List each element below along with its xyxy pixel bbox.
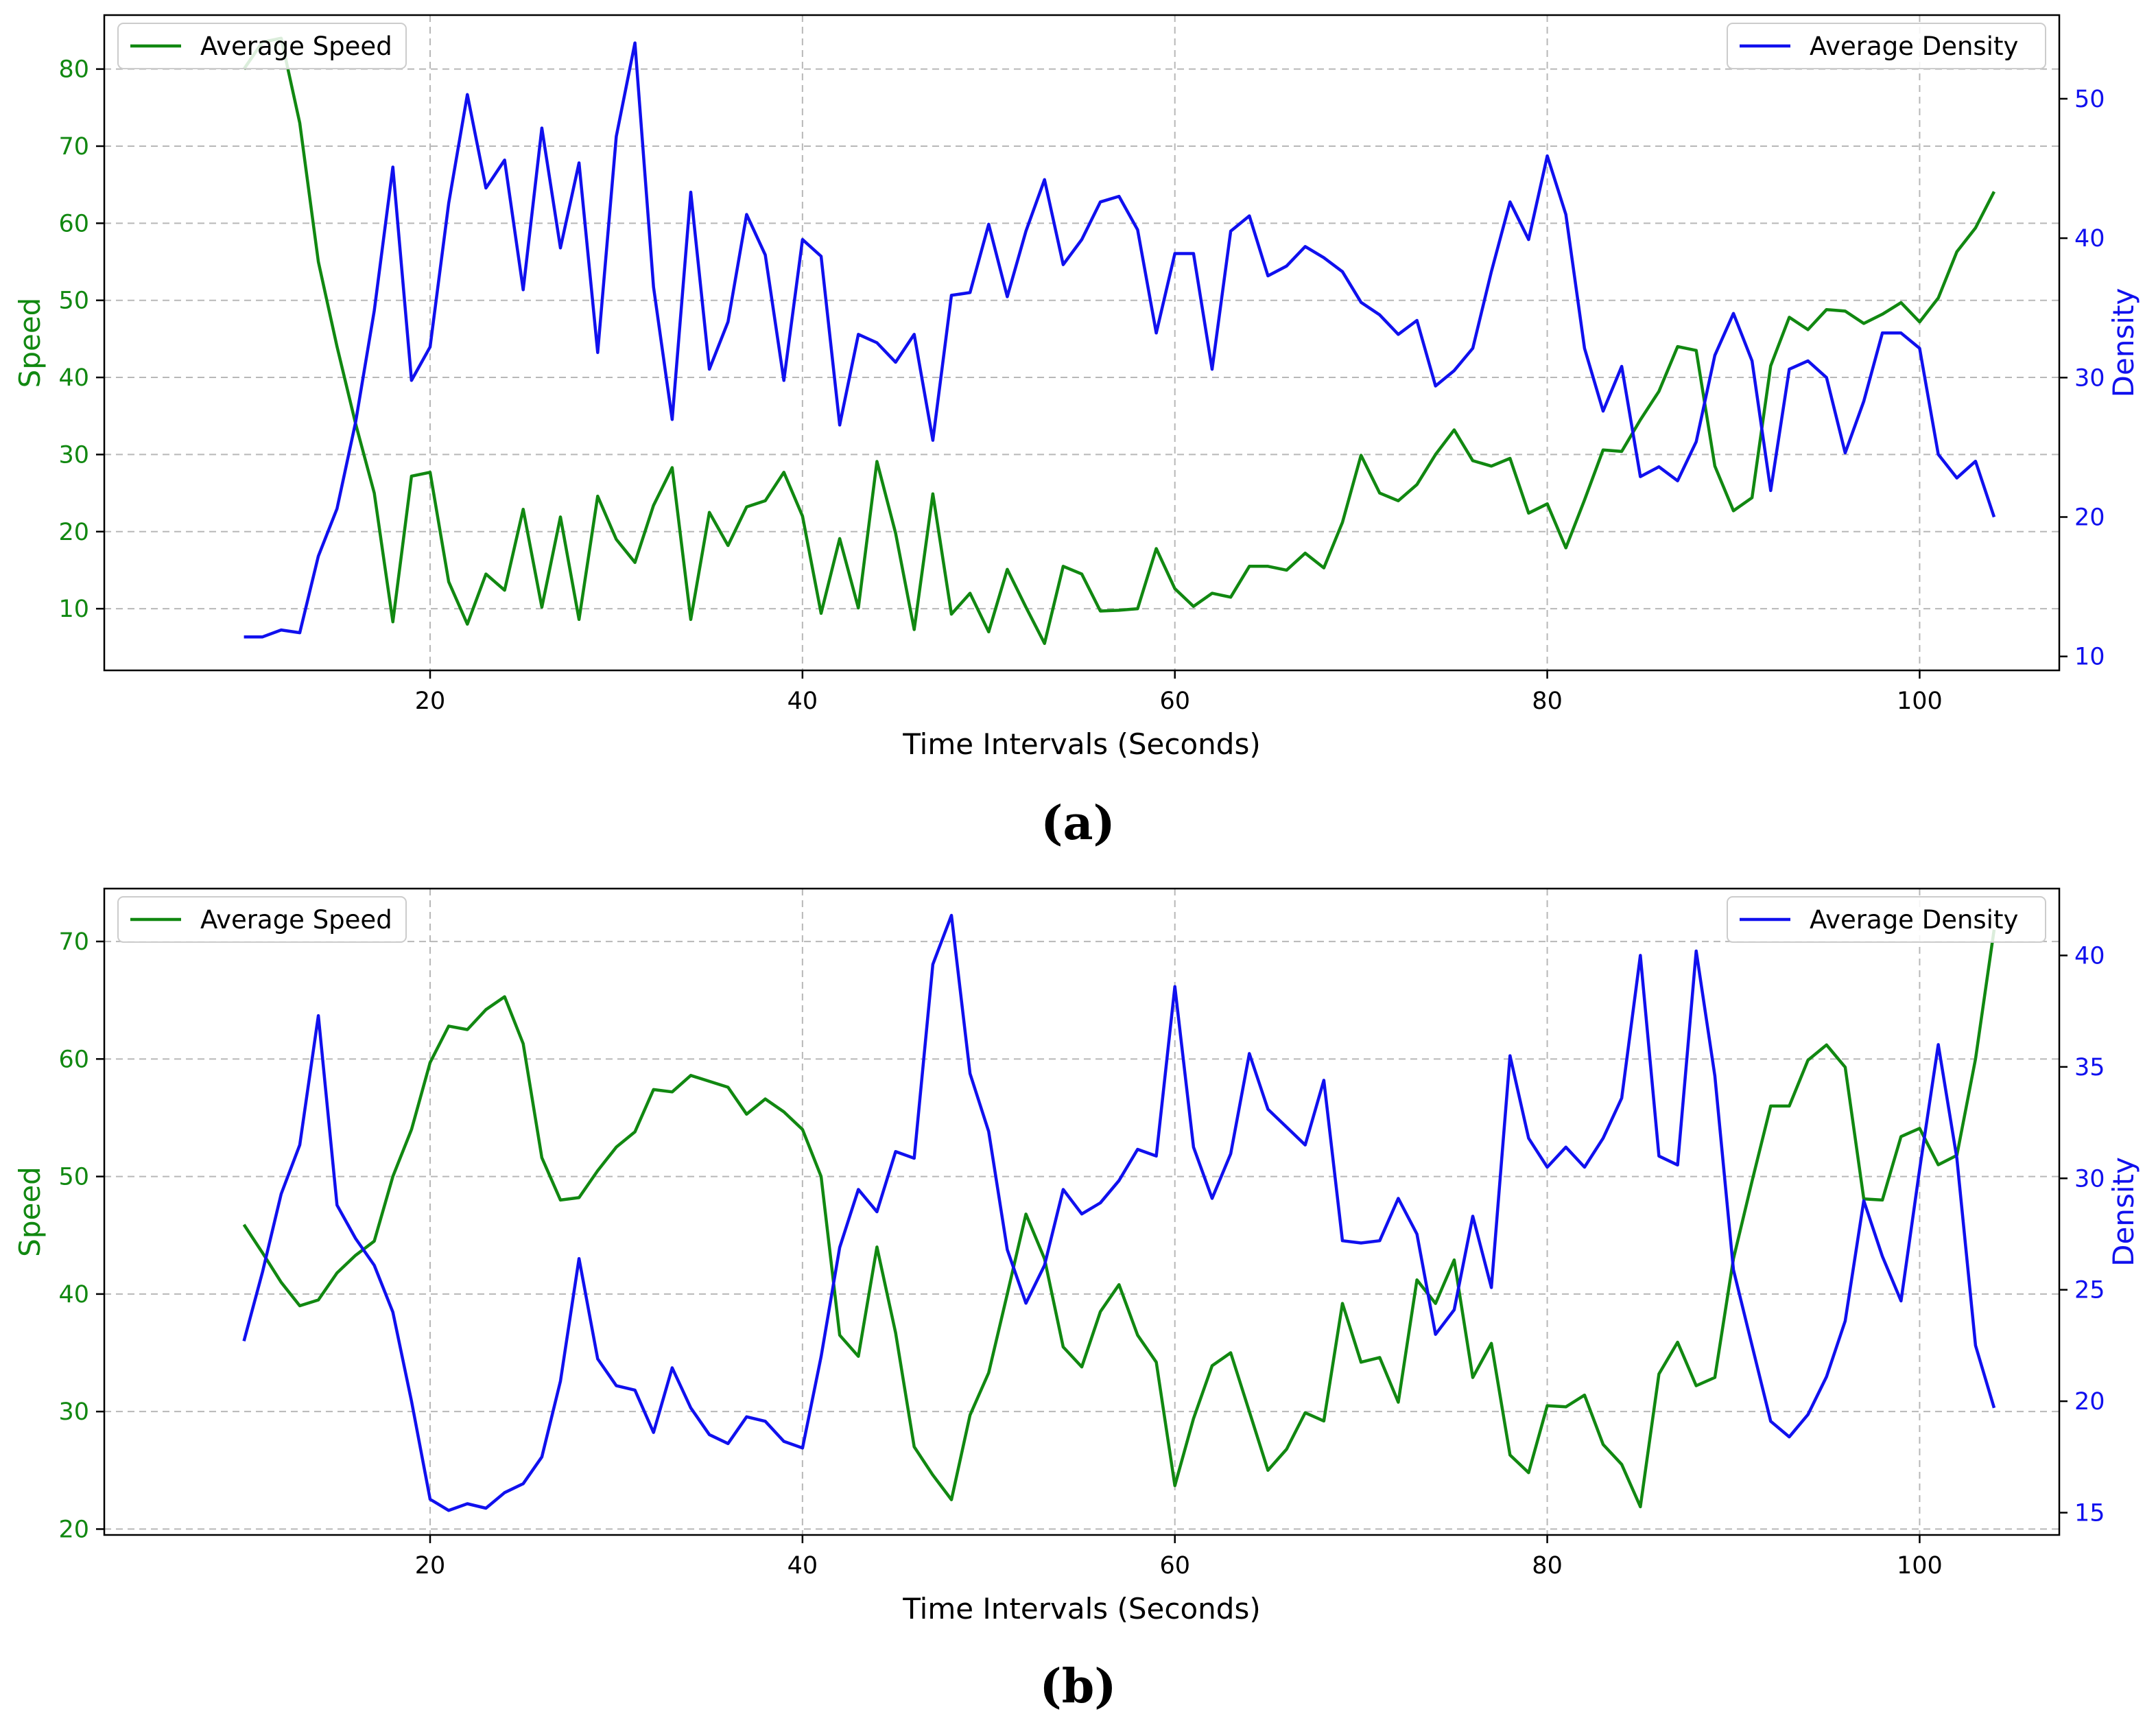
y-left-tick-label: 20 [58, 519, 89, 546]
legend-average-speed: Average Speed [117, 896, 407, 943]
y-right-tick-label: 30 [2074, 1165, 2105, 1193]
x-tick-label: 20 [415, 688, 446, 715]
x-tick-label: 80 [1532, 1552, 1563, 1580]
x-tick-label: 60 [1159, 688, 1190, 715]
legend-average-speed: Average Speed [117, 23, 407, 69]
y-axis-label-right: Density [2107, 1157, 2140, 1267]
y-right-tick-label: 25 [2074, 1277, 2105, 1304]
y-right-tick-label: 40 [2074, 942, 2105, 970]
series-line-average-density [242, 913, 1996, 1512]
x-tick-label: 100 [1897, 1552, 1943, 1580]
y-left-tick-label: 20 [58, 1516, 89, 1543]
y-axis-label-left: Speed [13, 298, 47, 388]
y-right-tick-label: 40 [2074, 225, 2105, 253]
legend-label-speed: Average Speed [200, 905, 392, 935]
x-axis-label: Time Intervals (Seconds) [902, 1592, 1260, 1626]
y-left-tick-label: 80 [58, 56, 89, 84]
chart-b: 20 40 60 80 100 20 30 40 50 60 70 15 20 25 30 35 40 Time … [13, 887, 2140, 1626]
y-axis-label-left: Speed [13, 1166, 47, 1257]
y-left-tick-label: 70 [58, 133, 89, 161]
legend-box [1727, 896, 2046, 943]
x-tick-label: 40 [787, 1552, 818, 1580]
legend-average-density: Average Density [1727, 23, 2046, 69]
y-right-tick-label: 20 [2074, 504, 2105, 531]
y-left-tick-label: 50 [58, 288, 89, 315]
y-left-tick-label: 30 [58, 441, 89, 469]
plot-frame [103, 887, 2061, 1536]
legend-average-density: Average Density [1727, 896, 2046, 943]
y-right-tick-label: 35 [2074, 1054, 2105, 1081]
x-tick-label: 20 [415, 1552, 446, 1580]
x-tick-label: 60 [1159, 1552, 1190, 1580]
y-left-tick-label: 30 [58, 1398, 89, 1426]
legend-box [117, 23, 407, 69]
y-left-tick-label: 60 [58, 210, 89, 237]
chart-a: 20 40 60 80 100 10 20 30 40 50 60 70 80 10 20 30 40 50 Tim… [13, 14, 2140, 761]
legend-label-density: Average Density [1810, 32, 2018, 61]
x-tick-label: 40 [787, 688, 818, 715]
series-line-average-density [244, 41, 1996, 639]
panel-label-b: (b) [1039, 1659, 1117, 1714]
y-axis-label-right: Density [2107, 288, 2140, 398]
legend-label-speed: Average Speed [200, 32, 392, 61]
y-right-tick-label: 10 [2074, 644, 2105, 671]
y-left-tick-label: 40 [58, 364, 89, 392]
plot-frame [103, 14, 2061, 672]
y-left-tick-label: 10 [58, 596, 89, 623]
y-right-tick-label: 20 [2074, 1388, 2105, 1416]
legend-box [117, 896, 407, 943]
legend-label-density: Average Density [1810, 905, 2018, 935]
y-right-tick-label: 15 [2074, 1500, 2105, 1527]
x-tick-label: 80 [1532, 688, 1563, 715]
y-left-tick-label: 70 [58, 928, 89, 956]
legend-box [1727, 23, 2046, 69]
y-left-tick-label: 50 [58, 1164, 89, 1191]
series-line-average-speed [242, 36, 1996, 645]
y-right-tick-label: 30 [2074, 364, 2105, 392]
x-tick-label: 100 [1897, 688, 1943, 715]
y-left-tick-label: 60 [58, 1046, 89, 1073]
panel-label-a: (a) [1041, 796, 1115, 851]
x-axis-label: Time Intervals (Seconds) [902, 727, 1260, 761]
series-line-average-speed [242, 929, 1996, 1509]
y-left-tick-label: 40 [58, 1281, 89, 1309]
y-right-tick-label: 50 [2074, 86, 2105, 113]
